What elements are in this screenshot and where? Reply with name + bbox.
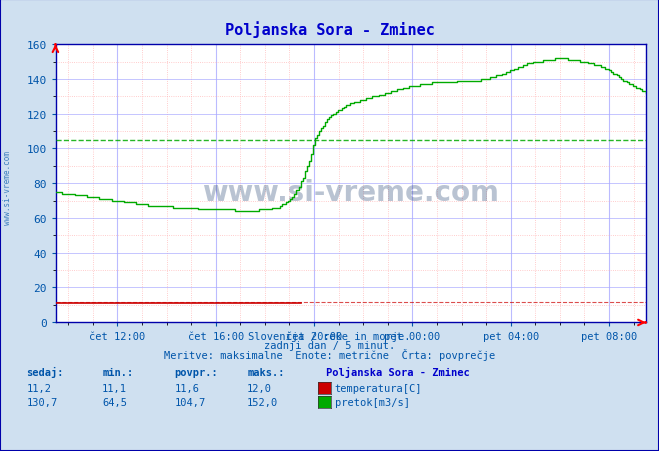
Text: www.si-vreme.com: www.si-vreme.com <box>202 178 500 206</box>
Text: maks.:: maks.: <box>247 367 285 377</box>
Text: 104,7: 104,7 <box>175 397 206 407</box>
Text: 152,0: 152,0 <box>247 397 278 407</box>
Text: 130,7: 130,7 <box>26 397 57 407</box>
Text: Poljanska Sora - Zminec: Poljanska Sora - Zminec <box>225 21 434 38</box>
Text: min.:: min.: <box>102 367 133 377</box>
Text: 12,0: 12,0 <box>247 383 272 393</box>
Text: Meritve: maksimalne  Enote: metrične  Črta: povprečje: Meritve: maksimalne Enote: metrične Črta… <box>164 348 495 360</box>
Text: temperatura[C]: temperatura[C] <box>335 383 422 393</box>
Text: 11,2: 11,2 <box>26 383 51 393</box>
Text: povpr.:: povpr.: <box>175 367 218 377</box>
Text: pretok[m3/s]: pretok[m3/s] <box>335 397 410 407</box>
Text: Poljanska Sora - Zminec: Poljanska Sora - Zminec <box>326 367 470 377</box>
Text: sedaj:: sedaj: <box>26 367 64 377</box>
Text: 11,1: 11,1 <box>102 383 127 393</box>
Text: www.si-vreme.com: www.si-vreme.com <box>3 150 13 224</box>
Text: 11,6: 11,6 <box>175 383 200 393</box>
Text: Slovenija / reke in morje.: Slovenija / reke in morje. <box>248 331 411 341</box>
Text: zadnji dan / 5 minut.: zadnji dan / 5 minut. <box>264 340 395 350</box>
Text: 64,5: 64,5 <box>102 397 127 407</box>
